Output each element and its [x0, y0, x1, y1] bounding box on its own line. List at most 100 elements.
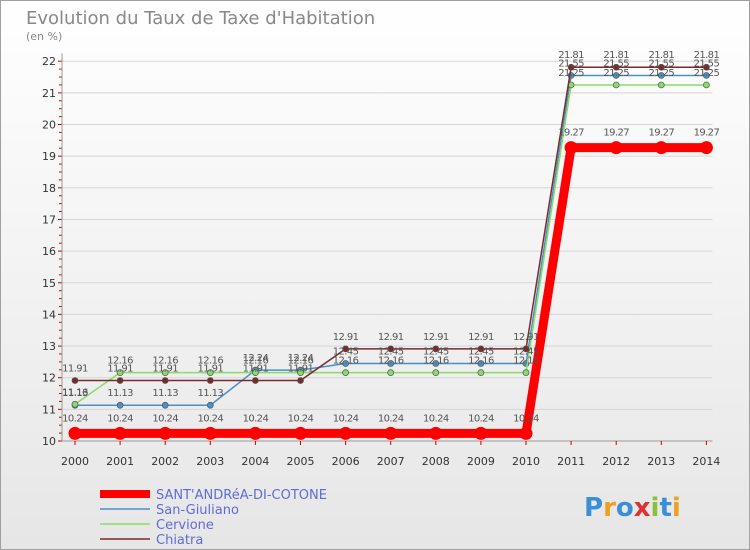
data-label: 19.27	[648, 128, 674, 139]
legend-label: San-Giuliano	[156, 503, 239, 518]
data-label: 12.91	[378, 332, 404, 343]
data-label: 11.91	[62, 364, 88, 375]
legend: SANT'ANDRéA-DI-COTONESan-GiulianoCervion…	[100, 488, 327, 548]
data-label: 11.91	[152, 364, 178, 375]
data-label: 10.24	[243, 413, 269, 424]
y-tick-label: 14	[42, 308, 56, 321]
series-0-point	[68, 426, 82, 440]
data-label: 12.45	[423, 346, 449, 357]
data-label: 12.45	[468, 346, 494, 357]
series-2-point	[703, 81, 710, 89]
series-3-point	[432, 345, 440, 353]
series-0-point	[339, 426, 353, 440]
series-3-point	[703, 63, 710, 71]
series-0-point	[294, 426, 307, 440]
series-0-point	[113, 426, 127, 440]
data-label: 12.16	[333, 356, 359, 367]
x-tick-labels: 2000 2001 2002 2003 2004 2005 2006 2007 2008 2009…	[61, 455, 720, 468]
x-tick-label: 2006	[332, 455, 360, 468]
series-2-point	[252, 369, 259, 376]
series-group	[68, 63, 713, 440]
y-tick-label: 16	[42, 245, 56, 258]
series-0-point	[564, 141, 578, 155]
y-tick-labels: 10 11 12 13 14 15 16 17 18 19 20 21 22	[42, 55, 56, 448]
x-tick-label: 2007	[377, 455, 405, 468]
data-label: 10.24	[378, 413, 404, 424]
y-tick-label: 20	[42, 119, 56, 132]
data-label: 12.16	[197, 356, 223, 367]
series-2-point	[657, 81, 665, 89]
series-3-point	[342, 345, 349, 353]
data-label: 10.24	[107, 413, 133, 424]
series-2-point	[387, 369, 395, 376]
data-label: 21.55	[603, 58, 629, 69]
series-3-point	[297, 377, 304, 384]
series-1-point	[387, 360, 395, 367]
data-label: 12.24	[288, 353, 314, 364]
y-tick-label: 22	[42, 55, 56, 68]
data-label: 12.45	[378, 346, 404, 357]
y-tick-label: 11	[42, 403, 56, 416]
data-label: 10.24	[423, 413, 449, 424]
series-0-point	[248, 426, 262, 440]
x-tick-label: 2002	[151, 455, 179, 468]
data-label: 12.16	[107, 356, 133, 367]
series-1-point	[477, 360, 485, 367]
data-label: 11.91	[197, 364, 223, 375]
data-label: 21.25	[648, 68, 674, 79]
series-3-point	[116, 377, 124, 384]
x-tick-label: 2013	[647, 455, 675, 468]
data-label: 10.24	[333, 413, 359, 424]
series-3-point	[567, 63, 575, 71]
series-3-point	[612, 63, 620, 71]
data-label: 11.16	[62, 387, 88, 398]
series-2-point	[71, 400, 79, 408]
series-1-point	[342, 360, 349, 367]
y-tick-label: 18	[42, 182, 56, 195]
data-label: 11.13	[152, 388, 178, 399]
data-label: 12.91	[513, 332, 539, 343]
series-1-point	[612, 72, 620, 79]
series-1-point	[206, 401, 214, 409]
data-label: 12.91	[333, 332, 359, 343]
data-label: 12.16	[513, 356, 539, 367]
y-tick-label: 15	[42, 277, 56, 290]
x-tick-label: 2004	[241, 455, 269, 468]
x-tick-label: 2012	[602, 455, 630, 468]
data-label: 10.24	[288, 413, 314, 424]
series-0-point	[429, 426, 443, 440]
series-1-point	[432, 360, 440, 367]
proxiti-logo: Proxiti	[584, 493, 681, 523]
series-1-point	[116, 401, 124, 409]
series-3-point	[522, 345, 530, 353]
y-tick-label: 12	[42, 372, 56, 385]
x-tick-label: 2001	[106, 455, 134, 468]
series-1-point	[703, 72, 710, 79]
legend-label: SANT'ANDRéA-DI-COTONE	[156, 488, 327, 503]
data-label: 12.16	[288, 356, 314, 367]
data-label: 10.24	[152, 413, 178, 424]
series-3-point	[161, 377, 169, 384]
data-label: 21.81	[694, 50, 720, 61]
series-0-point	[609, 141, 623, 155]
series-0-point	[699, 141, 713, 155]
data-label: 21.81	[603, 50, 629, 61]
data-label: 21.25	[603, 68, 629, 79]
y-gridlines	[62, 60, 713, 442]
series-0-point	[384, 426, 398, 440]
x-tick-label: 2011	[557, 455, 585, 468]
series-1-point	[161, 401, 169, 409]
series-2-point	[297, 369, 304, 376]
chart-title: Evolution du Taux de Taxe d'Habitation	[26, 8, 375, 29]
data-label: 21.55	[694, 58, 720, 69]
data-label: 11.13	[62, 388, 88, 399]
data-label: 21.81	[558, 50, 584, 61]
series-2-point	[432, 369, 440, 376]
data-label: 21.25	[558, 68, 584, 79]
series-0-point	[654, 141, 668, 155]
series-3-point	[477, 345, 485, 353]
series-3-point	[657, 63, 665, 71]
data-label: 11.13	[197, 388, 223, 399]
series-2-point	[116, 369, 124, 376]
